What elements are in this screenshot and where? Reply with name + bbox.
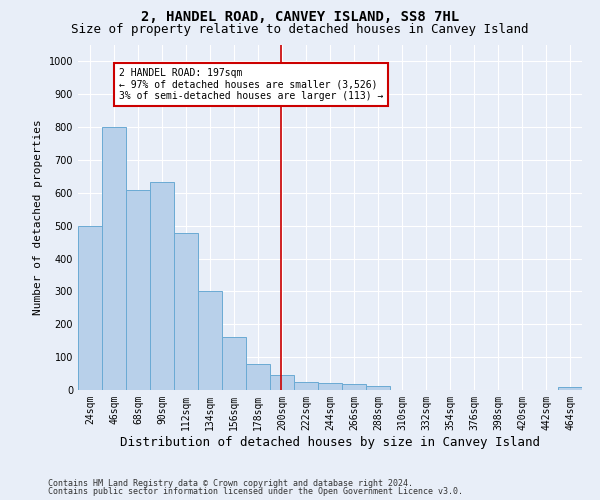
Y-axis label: Number of detached properties: Number of detached properties (33, 120, 43, 316)
Bar (198, 292, 222, 390)
Bar (126, 190, 150, 390)
Bar (222, 337, 246, 390)
Bar (78, 226, 102, 390)
Bar (102, 127, 126, 390)
Bar (174, 234, 198, 390)
Text: Contains public sector information licensed under the Open Government Licence v3: Contains public sector information licen… (48, 487, 463, 496)
Bar (318, 383, 342, 390)
Text: Contains HM Land Registry data © Crown copyright and database right 2024.: Contains HM Land Registry data © Crown c… (48, 478, 413, 488)
Bar (270, 375, 294, 390)
Bar (294, 382, 318, 390)
Bar (366, 386, 390, 390)
Bar (342, 384, 366, 390)
Bar (558, 386, 582, 390)
Text: Size of property relative to detached houses in Canvey Island: Size of property relative to detached ho… (71, 22, 529, 36)
X-axis label: Distribution of detached houses by size in Canvey Island: Distribution of detached houses by size … (120, 436, 540, 448)
Text: 2 HANDEL ROAD: 197sqm
← 97% of detached houses are smaller (3,526)
3% of semi-de: 2 HANDEL ROAD: 197sqm ← 97% of detached … (119, 68, 383, 101)
Bar (150, 182, 174, 390)
Bar (246, 364, 270, 390)
Text: 2, HANDEL ROAD, CANVEY ISLAND, SS8 7HL: 2, HANDEL ROAD, CANVEY ISLAND, SS8 7HL (141, 10, 459, 24)
